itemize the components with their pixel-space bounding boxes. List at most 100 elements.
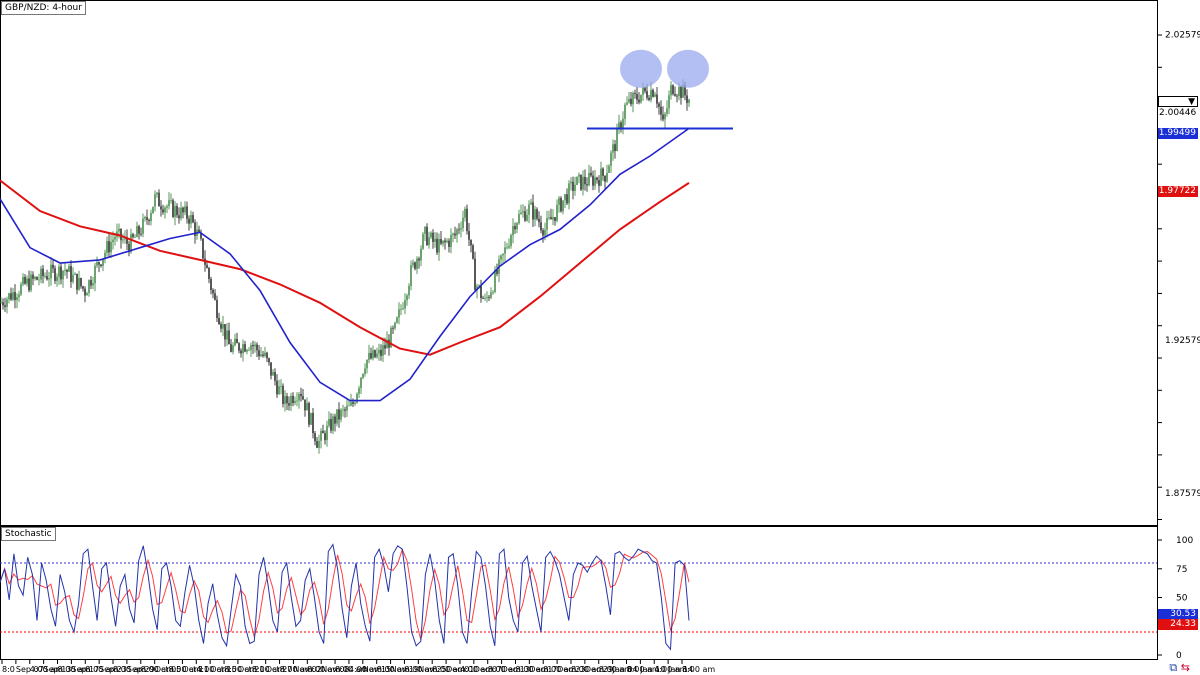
- candle-body: [20, 284, 22, 295]
- candle-body: [236, 338, 238, 344]
- candle-body: [188, 218, 190, 224]
- candle-body: [94, 265, 96, 284]
- candle-body: [210, 279, 212, 290]
- price-panel-frame: [0, 0, 1158, 526]
- candle-body: [446, 240, 448, 243]
- time-tick-label: 8:00 am: [377, 665, 410, 674]
- candle-body: [646, 91, 648, 98]
- candle-body: [460, 228, 462, 230]
- candle-body: [508, 245, 510, 248]
- candle-body: [574, 184, 576, 191]
- candle-body: [566, 194, 568, 204]
- time-tick-label: Jan 04: [612, 665, 638, 674]
- candle-body: [386, 339, 388, 349]
- candle-body: [312, 412, 314, 434]
- candle-body: [266, 352, 268, 359]
- candle-body: [42, 268, 44, 277]
- candle-body: [26, 278, 28, 284]
- time-tick-label: 8:00 am: [85, 665, 118, 674]
- time-tick-label: Dec 01: [446, 665, 474, 674]
- time-tick-label: Dec 13: [502, 665, 530, 674]
- candle-body: [608, 165, 610, 173]
- candle-body: [530, 202, 532, 205]
- candle-body: [512, 226, 514, 236]
- current-price-tag: ▼ 2.00446: [1158, 96, 1198, 118]
- candle-body: [480, 285, 482, 298]
- current-price-marker-icon: ▼: [1188, 97, 1195, 107]
- candle-body: [362, 373, 364, 378]
- candle-body: [564, 194, 566, 201]
- candle-body: [636, 94, 638, 100]
- candle-body: [408, 285, 410, 296]
- candle-body: [208, 268, 210, 279]
- candle-body: [144, 217, 146, 219]
- stochastic-lines: 1007550250: [0, 536, 1193, 661]
- candle-body: [670, 85, 672, 96]
- time-tick-label: 8:00 am: [169, 665, 202, 674]
- candle-body: [130, 234, 132, 253]
- candle-body: [548, 217, 550, 219]
- candle-body: [44, 276, 46, 277]
- candle-body: [226, 330, 228, 340]
- candle-body: [406, 295, 408, 301]
- candle-body: [62, 270, 64, 280]
- indicator-title: Stochastic: [1, 527, 56, 541]
- time-tick-label: 4:00 am: [654, 665, 687, 674]
- candle-body: [96, 262, 98, 266]
- arrows-icon[interactable]: ⇆: [1180, 661, 1190, 674]
- candle-body: [340, 409, 342, 420]
- candle-body: [276, 380, 278, 395]
- stoch-k-tag: 30.53: [1158, 609, 1198, 620]
- candle-body: [292, 395, 294, 403]
- candle-body: [392, 327, 394, 329]
- candle-body: [54, 268, 56, 281]
- candle-body: [12, 292, 14, 300]
- candle-body: [454, 233, 456, 236]
- candle-body: [426, 226, 428, 245]
- candle-body: [28, 278, 30, 291]
- time-tick-label: Jan 14: [667, 665, 693, 674]
- candle-body: [416, 258, 418, 269]
- time-tick-label: 8:00 am: [404, 665, 437, 674]
- candle-body: [234, 338, 236, 346]
- candle-body: [160, 206, 162, 210]
- candle-body: [484, 297, 486, 299]
- candle-body: [230, 344, 232, 352]
- candle-body: [624, 104, 626, 119]
- time-tick-label: 8:00 am: [224, 665, 257, 674]
- candle-body: [410, 265, 412, 286]
- candle-body: [476, 286, 478, 291]
- candle-body: [582, 176, 584, 190]
- candle-body: [616, 127, 618, 151]
- candle-body: [522, 211, 524, 213]
- candle-body: [14, 292, 16, 300]
- time-tick-label: 8:00 am: [280, 665, 313, 674]
- candle-body: [30, 274, 32, 291]
- candle-body: [142, 218, 144, 234]
- candle-body: [98, 262, 100, 265]
- candle-body: [666, 108, 668, 114]
- time-tick-label: 8:00 am: [516, 665, 549, 674]
- candle-body: [662, 114, 664, 120]
- candle-body: [308, 403, 310, 425]
- candle-body: [450, 234, 452, 247]
- link-icon[interactable]: ⧉: [1169, 661, 1178, 674]
- candle-body: [194, 222, 196, 236]
- candle-body: [648, 97, 650, 100]
- candle-body: [600, 168, 602, 186]
- candle-body: [596, 177, 598, 181]
- candle-body: [318, 440, 320, 448]
- candle-body: [526, 214, 528, 221]
- candle-body: [378, 349, 380, 354]
- candle-body: [162, 209, 164, 213]
- candle-body: [676, 95, 678, 97]
- candle-body: [110, 242, 112, 253]
- time-tick-label: 8:00 am: [571, 665, 604, 674]
- candle-body: [400, 308, 402, 310]
- candle-body: [396, 317, 398, 323]
- candle-body: [6, 299, 8, 307]
- candle-body: [140, 233, 142, 235]
- candle-body: [348, 405, 350, 407]
- candle-body: [510, 235, 512, 246]
